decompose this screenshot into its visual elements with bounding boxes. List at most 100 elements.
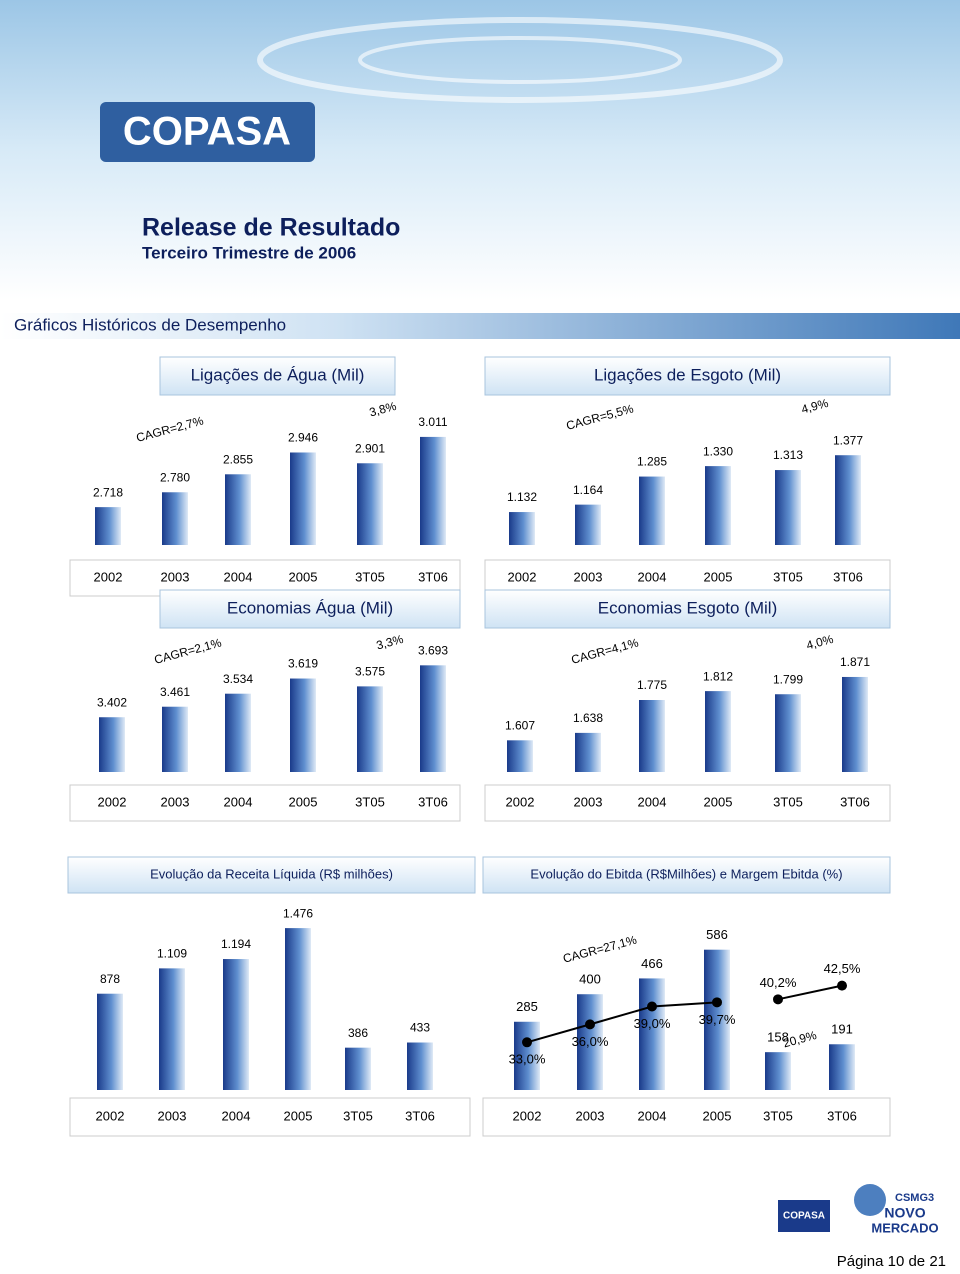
bar <box>577 994 603 1090</box>
x-tick-label: 2003 <box>574 794 603 809</box>
value-label: 1.638 <box>573 711 603 725</box>
bar <box>704 949 730 1090</box>
x-tick-label: 2005 <box>289 794 318 809</box>
margin-point <box>522 1037 532 1048</box>
x-tick-label: 2004 <box>638 794 667 809</box>
value-label: 1.194 <box>221 937 251 951</box>
chart-title: Ligações de Esgoto (Mil) <box>594 365 781 384</box>
value-label: 433 <box>410 1021 430 1035</box>
value-label: 3.011 <box>418 415 447 429</box>
bar <box>159 968 185 1090</box>
x-tick-label: 2003 <box>576 1108 605 1123</box>
value-label: 1.812 <box>703 669 733 683</box>
bar <box>575 732 601 772</box>
x-tick-label: 3T06 <box>405 1108 435 1123</box>
margin-label: 42,5% <box>824 961 861 976</box>
value-label: 386 <box>348 1026 368 1040</box>
chart-title: Economias Esgoto (Mil) <box>598 598 778 617</box>
margin-label: 36,0% <box>572 1034 609 1049</box>
bar <box>842 676 868 772</box>
annotation: CAGR=2,1% <box>153 635 224 666</box>
value-label: 3.619 <box>288 657 318 671</box>
chart-title: Ligações de Água (Mil) <box>191 365 365 384</box>
logo-box <box>100 102 315 162</box>
x-tick-label: 2003 <box>161 794 190 809</box>
x-tick-label: 2003 <box>158 1108 187 1123</box>
value-label: 1.607 <box>505 718 535 732</box>
category-frame <box>484 784 891 822</box>
x-tick-label: 3T05 <box>343 1108 373 1123</box>
bar <box>639 978 665 1090</box>
x-tick-label: 3T06 <box>827 1108 857 1123</box>
value-label: 3.534 <box>223 672 253 686</box>
category-frame <box>69 784 461 822</box>
x-tick-label: 3T05 <box>773 569 803 584</box>
margin-line <box>777 984 843 1001</box>
bar <box>290 452 316 545</box>
chart-header-box <box>484 589 891 629</box>
footer-logo-box <box>778 1200 830 1232</box>
margin-point <box>712 997 722 1008</box>
footer-globe <box>854 1184 886 1216</box>
annotation: 4,0% <box>805 632 835 653</box>
x-tick-label: 2002 <box>96 1108 125 1123</box>
value-label: 1.313 <box>773 448 803 462</box>
bar <box>705 691 731 772</box>
value-label: 1.799 <box>773 672 803 686</box>
bar <box>775 470 801 545</box>
bar <box>223 959 249 1090</box>
bar <box>97 993 123 1090</box>
page-number: Página 10 de 21 <box>837 1253 946 1270</box>
footer-logo-left: COPASA <box>783 1211 825 1222</box>
value-label: 1.132 <box>507 490 537 504</box>
value-label: 285 <box>516 999 538 1014</box>
annotation: CAGR=27,1% <box>561 933 638 966</box>
margin-label: 33,0% <box>509 1052 546 1067</box>
value-label: 1.330 <box>703 444 733 458</box>
x-tick-label: 2004 <box>224 794 253 809</box>
value-label: 3.575 <box>355 665 385 679</box>
bar <box>420 436 446 545</box>
x-tick-label: 2005 <box>704 794 733 809</box>
margin-label: 39,0% <box>634 1016 671 1031</box>
annotation: CAGR=5,5% <box>565 401 636 432</box>
x-tick-label: 3T06 <box>418 794 448 809</box>
x-tick-label: 2002 <box>508 569 537 584</box>
value-label: 158 <box>767 1030 789 1045</box>
value-label: 1.285 <box>637 455 667 469</box>
bar <box>775 694 801 772</box>
section-title: Gráficos Históricos de Desempenho <box>14 315 286 334</box>
category-frame <box>482 1097 891 1137</box>
x-tick-label: 2004 <box>222 1108 251 1123</box>
annotation: CAGR=4,1% <box>570 635 641 666</box>
bar <box>509 512 535 545</box>
logo-text: COPASA <box>123 110 291 154</box>
annotation: 4,9% <box>800 396 830 417</box>
chart-title: Economias Água (Mil) <box>227 598 393 617</box>
chart-header-box <box>484 356 891 396</box>
chart-header-box <box>159 356 396 396</box>
value-label: 1.164 <box>573 483 603 497</box>
value-label: 2.946 <box>288 431 318 445</box>
value-label: 466 <box>641 956 663 971</box>
bar <box>345 1047 371 1090</box>
bar <box>407 1042 433 1090</box>
annotation: 3,8% <box>368 399 398 420</box>
x-tick-label: 2005 <box>284 1108 313 1123</box>
chart-header-box <box>159 589 461 629</box>
margin-point <box>647 1001 657 1012</box>
subtitle: Terceiro Trimestre de 2006 <box>142 243 356 262</box>
category-frame <box>69 1097 471 1137</box>
x-tick-label: 3T05 <box>773 794 803 809</box>
value-label: 2.855 <box>223 452 253 466</box>
bar <box>162 492 188 545</box>
margin-point <box>773 994 783 1005</box>
footer-logo-bottom: MERCADO <box>871 1220 938 1235</box>
bar <box>514 1021 540 1090</box>
section-band <box>0 313 960 339</box>
value-label: 1.871 <box>840 655 870 669</box>
x-tick-label: 3T06 <box>418 569 448 584</box>
x-tick-label: 2004 <box>638 569 667 584</box>
value-label: 3.693 <box>418 644 448 658</box>
